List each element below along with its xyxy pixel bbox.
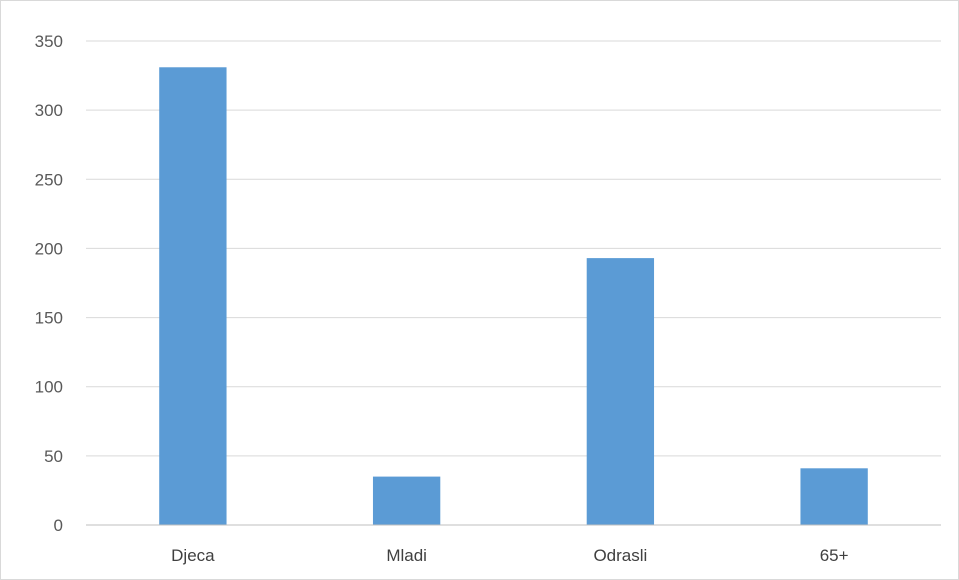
y-tick-label: 0 (54, 516, 63, 535)
y-tick-label: 100 (35, 378, 63, 397)
y-tick-label: 200 (35, 239, 63, 258)
y-tick-label: 50 (44, 447, 63, 466)
x-category-label: Djeca (171, 546, 215, 565)
bar-65- (800, 468, 868, 525)
x-axis-categories: Djeca Mladi Odrasli 65+ (171, 546, 848, 565)
x-category-label: 65+ (820, 546, 849, 565)
x-category-label: Mladi (386, 546, 427, 565)
bar-mladi (372, 476, 441, 525)
y-axis-ticks: 0 50 100 150 200 250 300 350 (35, 32, 63, 535)
x-category-label: Odrasli (593, 546, 647, 565)
y-tick-label: 300 (35, 101, 63, 120)
bars (159, 67, 868, 525)
y-tick-label: 250 (35, 170, 63, 189)
y-tick-label: 150 (35, 309, 63, 328)
bar-djeca (159, 67, 227, 525)
gridlines (86, 40, 941, 457)
y-tick-label: 350 (35, 32, 63, 51)
bar-odrasli (586, 258, 655, 525)
